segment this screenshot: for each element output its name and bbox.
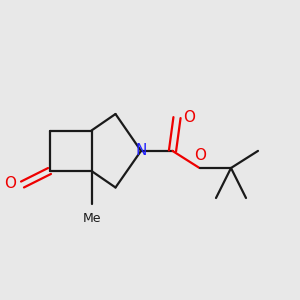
Text: O: O — [4, 176, 16, 190]
Text: N: N — [135, 143, 147, 158]
Text: O: O — [194, 148, 206, 163]
Text: O: O — [183, 110, 195, 125]
Text: Me: Me — [82, 212, 101, 224]
